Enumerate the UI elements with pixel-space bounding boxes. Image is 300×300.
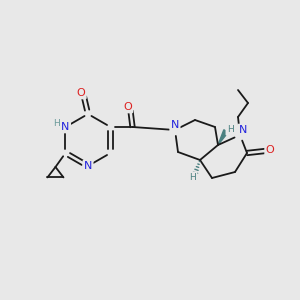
Text: N: N [84,161,92,171]
Text: N: N [61,122,70,132]
Polygon shape [218,130,228,145]
Text: O: O [76,88,85,98]
Text: O: O [266,145,274,155]
Text: N: N [171,120,179,130]
Text: O: O [123,102,132,112]
Text: N: N [239,125,247,135]
Text: H: H [53,118,60,127]
Text: H: H [190,172,196,182]
Text: H: H [226,125,233,134]
